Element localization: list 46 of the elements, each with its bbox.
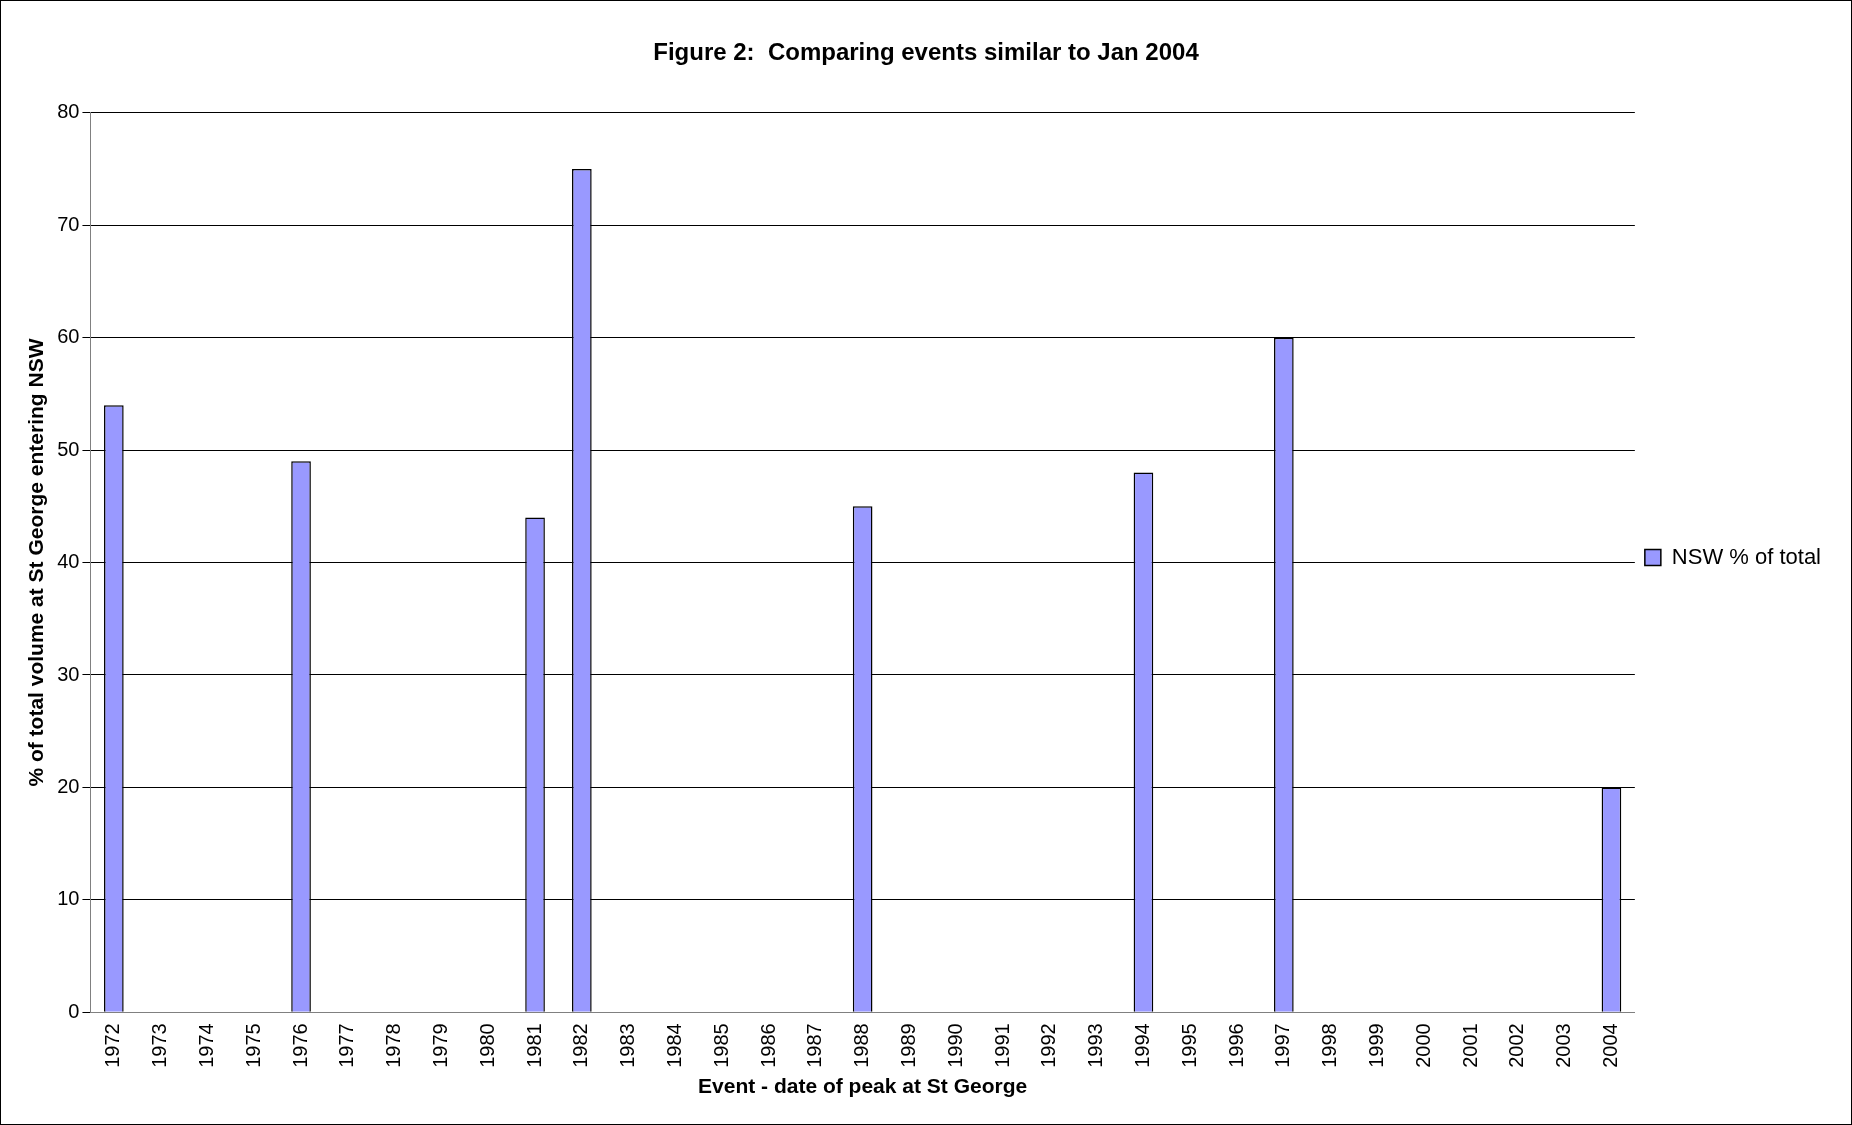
x-tick-label: 1988 <box>850 1023 873 1068</box>
x-axis-title: Event - date of peak at St George <box>698 1074 1028 1098</box>
x-tick-label: 1979 <box>428 1023 451 1068</box>
x-tick-label: 1993 <box>1084 1023 1107 1068</box>
x-tick-label: 1985 <box>709 1023 732 1068</box>
y-tick-label: 50 <box>57 437 80 460</box>
x-tick-label: 1976 <box>288 1023 311 1068</box>
x-tick-label: 2001 <box>1458 1023 1481 1068</box>
chart-title: Figure 2: Comparing events similar to Jan 2004 <box>653 38 1200 66</box>
x-tick-label: 1983 <box>616 1023 639 1068</box>
x-tick-label: 1981 <box>522 1023 545 1068</box>
y-tick-label: 10 <box>57 887 80 910</box>
x-tick-label: 1998 <box>1318 1023 1341 1068</box>
x-tick-label: 1994 <box>1130 1023 1153 1068</box>
x-tick-label: 1984 <box>662 1023 685 1068</box>
x-tick-label: 1996 <box>1224 1023 1247 1068</box>
x-tick-label: 1977 <box>335 1023 358 1068</box>
y-tick-label: 0 <box>68 999 80 1022</box>
y-tick-label: 30 <box>57 662 80 685</box>
y-tick-label: 80 <box>57 100 80 123</box>
x-tick-label: 1982 <box>569 1023 592 1068</box>
x-tick-label: 1974 <box>194 1023 217 1068</box>
y-tick-label: 70 <box>57 212 80 235</box>
x-tick-label: 2003 <box>1552 1023 1575 1068</box>
x-tick-label: 1972 <box>101 1023 124 1068</box>
x-tick-label: 2004 <box>1598 1023 1621 1068</box>
x-tick-label: 1990 <box>943 1023 966 1068</box>
x-tick-label: 1992 <box>1037 1023 1060 1068</box>
x-tick-label: 1995 <box>1177 1023 1200 1068</box>
y-tick-label: 20 <box>57 774 80 797</box>
x-tick-label: 1989 <box>896 1023 919 1068</box>
x-tick-label: 1975 <box>241 1023 264 1068</box>
x-tick-label: 1997 <box>1271 1023 1294 1068</box>
x-tick-label: 2002 <box>1505 1023 1528 1068</box>
x-tick-label: 1987 <box>803 1023 826 1068</box>
x-tick-label: 1980 <box>475 1023 498 1068</box>
x-tick-label: 1973 <box>148 1023 171 1068</box>
legend-label: NSW % of total <box>1671 543 1821 569</box>
y-axis-title: % of total volume at St George entering NSW <box>24 338 48 787</box>
y-tick-label: 60 <box>57 325 80 348</box>
y-tick-label: 40 <box>57 550 80 573</box>
x-tick-label: 2000 <box>1411 1023 1434 1068</box>
x-tick-label: 1991 <box>990 1023 1013 1068</box>
x-tick-label: 1999 <box>1364 1023 1387 1068</box>
x-tick-label: 1986 <box>756 1023 779 1068</box>
x-tick-label: 1978 <box>382 1023 405 1068</box>
